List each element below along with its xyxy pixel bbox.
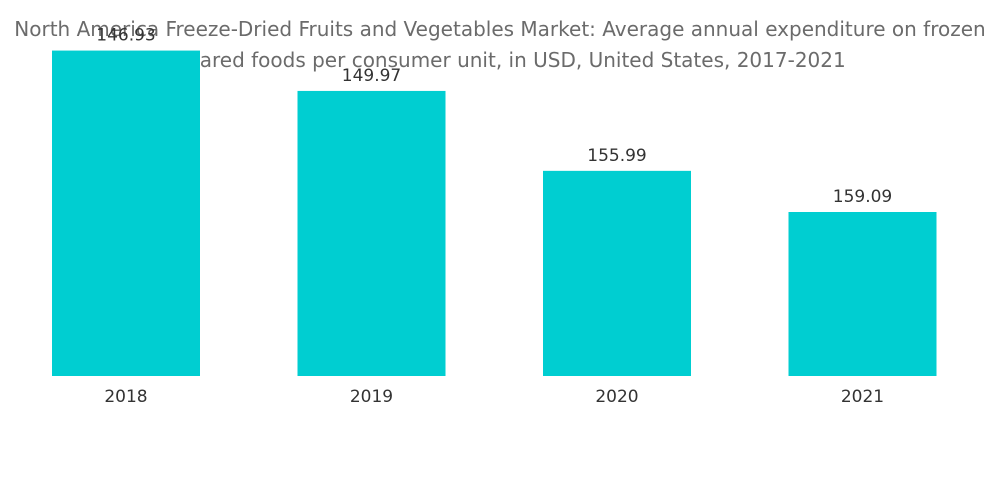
data-label-2019: 149.97 [342, 66, 401, 86]
bar-2021 [788, 212, 937, 376]
bar-2020 [543, 170, 691, 376]
x-tick-label-2019: 2019 [350, 387, 393, 407]
x-tick-label-2020: 2020 [595, 387, 638, 407]
bar-2018 [52, 50, 200, 377]
chart-title: North America Freeze-Dried Fruits and Ve… [14, 17, 986, 72]
bar-2019 [297, 90, 446, 376]
data-label-2018: 146.93 [96, 26, 155, 46]
x-tick-label-2021: 2021 [841, 387, 884, 407]
x-tick-label-2018: 2018 [104, 387, 147, 407]
data-label-2020: 155.99 [587, 146, 646, 166]
data-label-2021: 159.09 [833, 187, 892, 207]
